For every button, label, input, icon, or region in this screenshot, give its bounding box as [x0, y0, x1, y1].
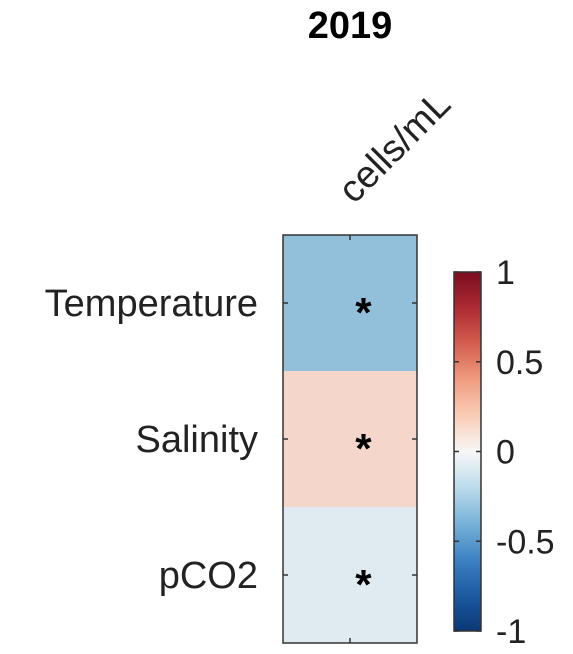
- column-label: cells/mL: [331, 83, 459, 211]
- colorbar: -1 -0.5 0 0.5 1: [453, 254, 555, 651]
- colorbar-tick-label: -0.5: [496, 523, 555, 561]
- heatmap-cell: [283, 507, 417, 643]
- chart-title: 2019: [308, 5, 393, 47]
- heatmap-cell: [283, 371, 417, 507]
- row-labels: Temperature Salinity pCO2: [45, 283, 258, 597]
- colorbar-tick-label: 0.5: [496, 344, 543, 382]
- heatmap-cells: [283, 235, 417, 643]
- significance-star: *: [355, 425, 372, 472]
- row-label: pCO2: [159, 555, 258, 597]
- significance-star: *: [355, 289, 372, 336]
- heatmap-cell: [283, 235, 417, 371]
- colorbar-tick-label: -1: [496, 613, 526, 651]
- significance-markers: * * *: [355, 289, 372, 608]
- row-label: Salinity: [136, 419, 259, 461]
- colorbar-tick-label: 1: [496, 254, 515, 292]
- significance-star: *: [355, 561, 372, 608]
- colorbar-ticks: -1 -0.5 0 0.5 1: [454, 254, 555, 651]
- axis-ticks: [283, 235, 417, 643]
- row-label: Temperature: [45, 283, 258, 325]
- colorbar-tick-label: 0: [496, 434, 515, 472]
